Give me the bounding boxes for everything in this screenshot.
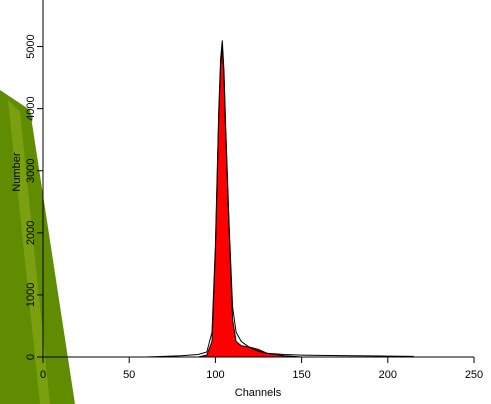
y-tick-label: 4000 xyxy=(25,96,37,120)
y-tick-label: 1000 xyxy=(25,283,37,307)
y-tick-label: 2000 xyxy=(25,221,37,245)
background-shape xyxy=(8,100,50,404)
x-axis-label: Channels xyxy=(235,387,282,399)
area xyxy=(146,46,414,358)
x-tick-label: 100 xyxy=(206,369,224,381)
x-tick-label: 0 xyxy=(40,369,46,381)
y-tick-label: 5000 xyxy=(25,34,37,58)
x-tick-label: 250 xyxy=(465,369,483,381)
y-tick-label: 0 xyxy=(25,354,37,360)
x-tick-label: 150 xyxy=(292,369,310,381)
y-axis-label: Number xyxy=(11,152,23,191)
x-tick-label: 200 xyxy=(379,369,397,381)
x-tick-label: 50 xyxy=(123,369,135,381)
line xyxy=(146,40,414,358)
y-tick-label: 3000 xyxy=(25,158,37,182)
